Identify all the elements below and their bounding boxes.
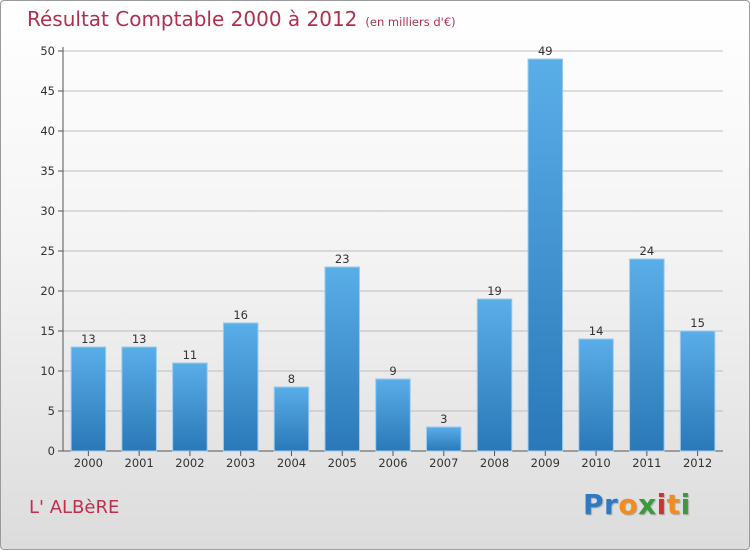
- brand-letter: P: [583, 488, 605, 521]
- bar: [679, 330, 716, 452]
- bar: [222, 322, 259, 452]
- x-tick-label: 2004: [277, 456, 306, 470]
- grid-lines: [63, 50, 723, 412]
- y-axis-ticks: 0 5 10 15 20 25 30 35 40 45 50: [40, 44, 63, 458]
- bar: [273, 386, 310, 452]
- bar: [629, 258, 665, 452]
- x-tick-label: 2008: [480, 456, 509, 470]
- data-label: 3: [440, 412, 447, 426]
- x-tick-label: 2001: [125, 456, 154, 470]
- bar: [70, 346, 107, 452]
- bar: [476, 298, 513, 452]
- x-tick-label: 2002: [175, 456, 204, 470]
- brand-letter: t: [666, 488, 681, 521]
- y-tick-label: 0: [48, 444, 55, 458]
- y-tick-label: 25: [40, 244, 55, 258]
- y-tick-label: 35: [40, 164, 55, 178]
- bar: [578, 338, 614, 452]
- data-label: 13: [81, 332, 96, 346]
- data-label: 16: [233, 308, 248, 322]
- y-tick-label: 5: [48, 404, 55, 418]
- bar: [527, 58, 564, 452]
- data-label: 15: [690, 316, 705, 330]
- data-label: 8: [288, 372, 295, 386]
- data-label: 24: [640, 244, 655, 258]
- chart-title: Résultat Comptable 2000 à 2012 (en millie…: [27, 7, 456, 31]
- location-label: L' ALBèRE: [29, 497, 120, 518]
- y-tick-label: 50: [40, 44, 55, 58]
- brand-logo: Proxiti: [583, 488, 691, 521]
- chart-subtitle: (en milliers d'€): [365, 15, 456, 29]
- bar: [172, 362, 208, 452]
- data-label: 11: [183, 348, 198, 362]
- data-label: 13: [132, 332, 147, 346]
- x-tick-label: 2012: [683, 456, 712, 470]
- bar: [375, 378, 411, 452]
- y-tick-label: 10: [40, 364, 55, 378]
- x-tick-label: 2009: [531, 456, 560, 470]
- y-tick-label: 15: [40, 324, 55, 338]
- y-tick-label: 20: [40, 284, 55, 298]
- data-label: 14: [589, 324, 604, 338]
- brand-letter: i: [656, 488, 667, 521]
- x-tick-label: 2000: [74, 456, 103, 470]
- brand-letter: r: [604, 488, 619, 521]
- data-label: 19: [487, 284, 502, 298]
- data-label: 9: [389, 364, 396, 378]
- x-tick-label: 2003: [226, 456, 255, 470]
- chart-title-text: Résultat Comptable 2000 à 2012: [27, 7, 358, 31]
- bar: [324, 266, 360, 452]
- brand-letter: o: [618, 488, 639, 521]
- data-label: 49: [538, 44, 553, 58]
- bar: [121, 346, 157, 452]
- x-tick-label: 2005: [328, 456, 357, 470]
- data-label: 23: [335, 252, 350, 266]
- brand-letter: i: [680, 488, 691, 521]
- x-tick-label: 2010: [581, 456, 610, 470]
- y-tick-label: 45: [40, 84, 55, 98]
- y-tick-label: 30: [40, 204, 55, 218]
- x-axis-ticks: 2000 2001 2002 2003 2004 2005 2006 2007 2008 2009…: [74, 451, 712, 470]
- x-tick-label: 2006: [378, 456, 407, 470]
- bars: 13 13 11 16 8 23 9 3 19 49 14 24 15: [70, 44, 716, 452]
- x-tick-label: 2011: [632, 456, 661, 470]
- brand-letter: x: [638, 488, 657, 521]
- x-tick-label: 2007: [429, 456, 458, 470]
- y-tick-label: 40: [40, 124, 55, 138]
- bar: [426, 426, 462, 452]
